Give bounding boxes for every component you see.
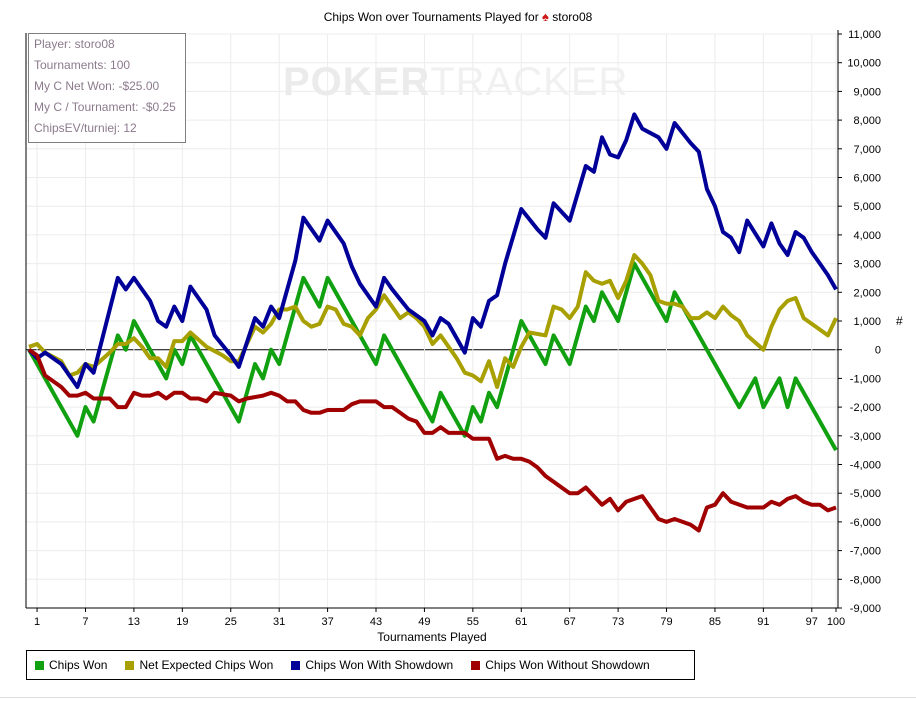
info-player: Player: storo08 [34,37,115,51]
y-tick-label: -6,000 [850,517,881,529]
series-line-chips-won-with-showdown [27,112,838,389]
x-tick-label: 37 [321,616,333,628]
y-tick-label: 1,000 [853,316,881,328]
legend-label: Chips Won With Showdown [305,658,454,672]
y-axis-title: # [896,314,903,328]
x-tick-label: 19 [176,616,188,628]
legend-label: Chips Won [49,658,108,672]
x-tick-label: 13 [128,616,140,628]
y-tick-label: -2,000 [850,402,881,414]
y-tick-label: 5,000 [853,201,881,213]
series-line-chips-won [27,261,838,452]
y-tick-label: 11,000 [848,29,881,41]
poker-spade-icon: ♠ [542,9,549,24]
x-tick-label: 43 [370,616,382,628]
watermark-bold: POKER [283,60,431,104]
legend-swatch [125,660,135,670]
legend-item-with-showdown[interactable]: Chips Won With Showdown [291,658,453,672]
x-tick-label: 91 [757,616,769,628]
chart-title: Chips Won over Tournaments Played for ♠ … [0,9,916,24]
x-tick-label: 79 [660,616,672,628]
y-tick-label: 7,000 [853,144,881,156]
x-tick-label: 73 [612,616,624,628]
y-tick-label: -7,000 [850,546,881,558]
y-tick-label: 0 [875,345,881,357]
y-tick-label: -3,000 [850,431,881,443]
y-tick-label: 6,000 [853,173,881,185]
series-line-chips-won-without-showdown [27,348,837,533]
y-tick-label: -4,000 [850,460,881,472]
series-line-net-expected-chips-won [28,253,838,389]
y-tick-label: -9,000 [850,603,881,615]
x-tick-label: 7 [82,616,88,628]
y-tick-label: 3,000 [853,259,881,271]
legend-item-chips-won[interactable]: Chips Won [35,658,107,672]
pokertracker-watermark-logo: POKERTRACKER [283,60,628,105]
x-tick-label: 55 [467,616,479,628]
y-tick-label: 8,000 [853,115,881,127]
y-tick-label: -8,000 [850,574,881,586]
legend-label: Net Expected Chips Won [139,658,274,672]
y-tick-label: 2,000 [853,287,881,299]
info-tournaments: Tournaments: 100 [34,58,131,72]
legend-item-without-showdown[interactable]: Chips Won Without Showdown [471,658,650,672]
legend-item-net-expected[interactable]: Net Expected Chips Won [125,658,273,672]
chart-title-text: Chips Won over Tournaments Played for [323,10,539,24]
stats-info-box: Player: storo08 Tournaments: 100 My C Ne… [28,33,186,143]
legend-swatch [35,660,44,670]
info-per-tournament: My C / Tournament: -$0.25 [34,100,176,114]
info-net-won: My C Net Won: -$25.00 [34,79,160,93]
legend: Chips Won Net Expected Chips Won Chips W… [26,650,695,680]
y-tick-label: -1,000 [850,373,881,385]
x-tick-label: 49 [418,616,430,628]
x-tick-label: 97 [806,616,818,628]
x-tick-label: 1 [34,616,40,628]
watermark-light: TRACKER [430,60,629,104]
x-tick-label: 85 [709,616,721,628]
chart-title-player: storo08 [552,10,593,24]
divider [0,697,916,698]
x-tick-label: 31 [273,616,285,628]
legend-swatch [471,660,481,670]
x-tick-label: 25 [225,616,237,628]
y-tick-label: 9,000 [853,86,881,98]
legend-swatch [291,660,301,670]
y-tick-label: -5,000 [850,488,881,500]
x-tick-label: 67 [564,616,576,628]
info-chipsev: ChipsEV/turniej: 12 [34,121,137,135]
x-tick-label: 61 [515,616,527,628]
x-axis-title: Tournaments Played [377,630,487,644]
x-tick-label: 100 [827,616,845,628]
legend-label: Chips Won Without Showdown [485,658,650,672]
y-tick-label: 10,000 [847,58,881,70]
y-tick-label: 4,000 [853,230,881,242]
